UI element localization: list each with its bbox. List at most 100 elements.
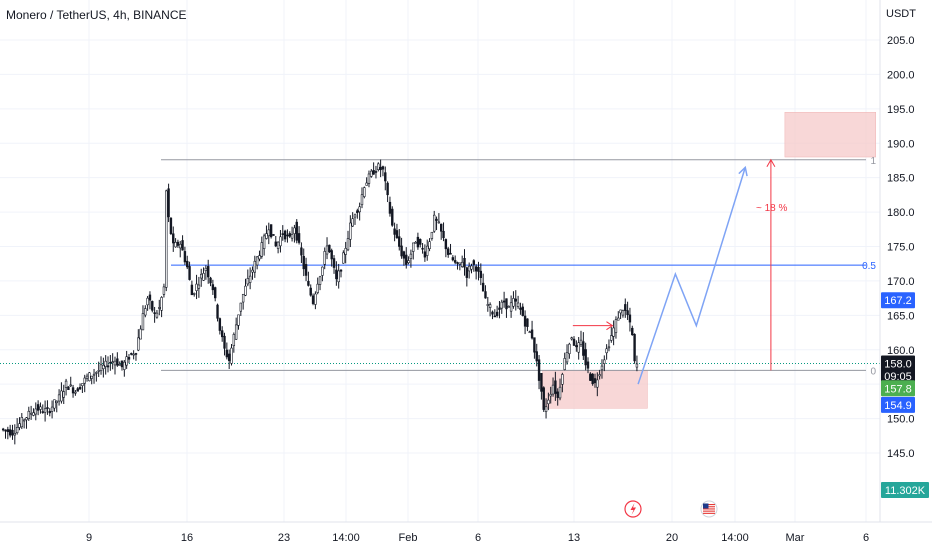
candle-body (78, 386, 82, 390)
candle-body (444, 239, 448, 250)
candle-body (15, 427, 19, 434)
candle-body (607, 346, 611, 349)
candle-body (414, 241, 417, 244)
price-badge-label: 154.9 (884, 400, 912, 412)
candle-body (18, 423, 21, 428)
candle-body (554, 380, 557, 394)
candle-body (470, 265, 473, 270)
candle-body (474, 266, 478, 272)
x-tick-label: 16 (181, 532, 193, 544)
candle-body (556, 391, 559, 398)
candle-body (500, 301, 503, 309)
candle-body (405, 254, 408, 265)
candle-body (50, 406, 54, 412)
candle-body (600, 365, 604, 371)
projection-path (637, 167, 746, 385)
candle-body (183, 251, 187, 263)
candle-body (97, 370, 100, 372)
x-tick-label: Feb (399, 532, 418, 544)
candle-body (509, 302, 513, 312)
price-badge: 158.0 (881, 355, 915, 372)
candle-body (109, 361, 112, 364)
price-badge-label: 09:05 (884, 371, 912, 383)
candle-body (516, 302, 520, 307)
candle-body (190, 284, 194, 296)
candle-body (493, 315, 496, 318)
candle-body (507, 306, 510, 308)
volume-badge-bg (881, 482, 929, 498)
candle-body (367, 173, 371, 184)
candle-body (568, 343, 571, 355)
y-tick-label: 185.0 (887, 173, 915, 185)
candle-body (596, 379, 599, 388)
candle-body (218, 318, 222, 331)
candle-body (570, 337, 573, 340)
candle-body (290, 234, 294, 239)
small-arrowhead (606, 321, 614, 331)
candle-body (360, 194, 364, 206)
candle-body (610, 335, 613, 341)
candle-body (467, 265, 471, 272)
candle-body (519, 307, 522, 310)
candle-body (307, 280, 310, 286)
candle-body (123, 361, 126, 370)
candle-body (614, 319, 618, 333)
candle-body (314, 293, 317, 305)
candle-body (481, 282, 485, 292)
level-layer: 10.50 (0, 156, 880, 377)
candle-body (544, 406, 548, 412)
candle-body (267, 229, 270, 237)
x-tick-label: 14:00 (332, 532, 360, 544)
candle-body (286, 234, 289, 237)
lightning-icon[interactable] (624, 500, 642, 518)
candle-body (593, 378, 597, 384)
candle-body (241, 293, 245, 303)
candle-body (220, 330, 224, 338)
candle-body (293, 227, 296, 234)
us-flag-icon[interactable] (700, 500, 718, 518)
price-badge: 157.8 (881, 380, 915, 397)
candle-body (265, 233, 268, 239)
candle-body (633, 334, 636, 362)
candle-body (339, 269, 343, 272)
candle-body (74, 391, 77, 394)
candle-body (188, 266, 191, 280)
candle-body (29, 412, 33, 415)
y-tick-label: 150.0 (887, 414, 915, 426)
candle-body (116, 358, 119, 366)
candle-body (572, 338, 576, 346)
candle-body (200, 273, 203, 279)
candle-body (309, 287, 312, 296)
candle-body (246, 278, 250, 285)
candle-body (549, 393, 552, 397)
candle-body (144, 308, 147, 316)
candle-body (239, 302, 243, 312)
candle-body (169, 217, 173, 234)
candle-body (430, 231, 434, 239)
candle-body (426, 245, 429, 256)
candle-body (551, 384, 555, 395)
candle-body (102, 364, 105, 369)
candle-body (626, 310, 629, 316)
candle-body (155, 312, 159, 318)
volume-badge-label: 11.302K (885, 485, 926, 497)
candle-body (332, 258, 336, 268)
time-axis[interactable]: 9 16 23 14:00 Feb 6 13 20 14:00 Mar 6 (86, 532, 869, 544)
candle-body (412, 242, 415, 252)
candle-body (402, 251, 406, 259)
candle-body (330, 250, 333, 260)
annotation-layer (572, 158, 776, 518)
candle-body (251, 269, 254, 273)
candle-body (207, 266, 210, 278)
candle-body (95, 372, 98, 374)
candle-body (302, 256, 305, 270)
candle-body (181, 240, 184, 251)
candle-body (635, 363, 639, 368)
target-zone (784, 112, 877, 158)
candle-body (377, 163, 380, 170)
candle-body (379, 166, 382, 171)
candle-body (34, 408, 37, 415)
candle-body (83, 377, 86, 384)
candle-body (491, 311, 494, 315)
